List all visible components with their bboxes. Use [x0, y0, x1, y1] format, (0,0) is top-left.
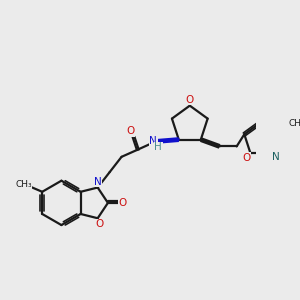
Text: O: O	[118, 198, 127, 208]
Text: CH₃: CH₃	[15, 180, 32, 189]
Text: N: N	[272, 152, 280, 162]
Text: O: O	[242, 153, 250, 163]
Text: H: H	[154, 142, 162, 152]
Text: O: O	[186, 95, 194, 105]
Text: CH₃: CH₃	[288, 119, 300, 128]
Text: O: O	[126, 126, 134, 136]
Text: N: N	[94, 177, 102, 187]
Text: O: O	[95, 219, 104, 229]
Text: N: N	[149, 136, 157, 146]
